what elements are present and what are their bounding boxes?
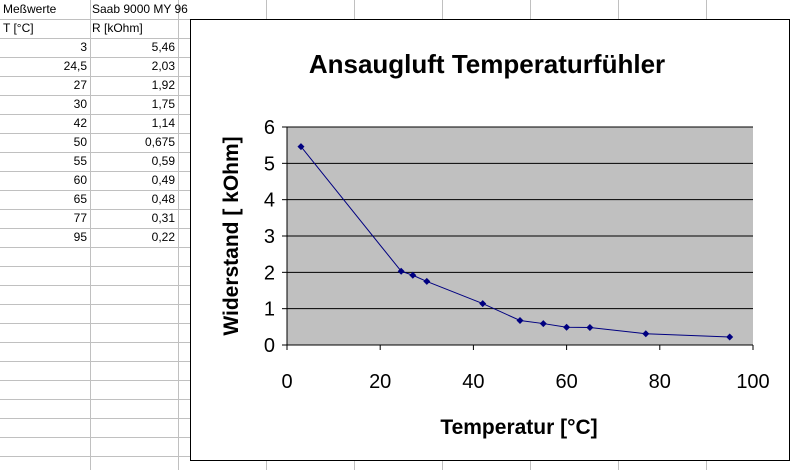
cell-temperature[interactable]: 27	[73, 78, 87, 92]
x-tick-label: 0	[281, 371, 292, 393]
y-tick-label: 6	[264, 117, 275, 139]
cell-resistance[interactable]: 1,75	[151, 97, 175, 111]
data-point-marker[interactable]	[726, 333, 734, 341]
cell-temperature[interactable]: 77	[73, 211, 87, 225]
cell-resistance[interactable]: 0,49	[151, 173, 175, 187]
cell-temperature[interactable]: 42	[73, 116, 87, 130]
y-tick-label: 3	[264, 226, 275, 248]
cell-resistance[interactable]: 0,22	[151, 230, 175, 244]
chart-title: Ansaugluft Temperaturfühler	[309, 49, 665, 79]
data-point-marker[interactable]	[539, 320, 547, 328]
data-point-marker[interactable]	[297, 143, 305, 151]
data-point-marker[interactable]	[563, 323, 571, 331]
cell-temperature[interactable]: 3	[80, 40, 87, 54]
cell-temperature[interactable]: 60	[73, 173, 87, 187]
x-tick-label: 20	[369, 371, 391, 393]
y-tick-label: 0	[264, 335, 275, 357]
x-tick-label: 80	[649, 371, 671, 393]
cell-resistance[interactable]: 0,48	[151, 192, 175, 206]
cell-col-header-resistance[interactable]: R [kOhm]	[92, 21, 143, 35]
cell-temperature[interactable]: 95	[73, 230, 87, 244]
cell-temperature[interactable]: 55	[73, 154, 87, 168]
y-tick-label: 1	[264, 299, 275, 321]
chart-area[interactable]: Ansaugluft Temperaturfühler 0 1 2 3 4 5 6 0 20 40…	[190, 19, 790, 461]
cell-resistance[interactable]: 5,46	[151, 40, 175, 54]
cell-temperature[interactable]: 50	[73, 135, 87, 149]
y-axis-label: Widerstand [ kOhm]	[220, 136, 243, 335]
cell-resistance[interactable]: 0,675	[144, 135, 175, 149]
x-tick-label: 100	[736, 371, 769, 393]
x-tick-label: 60	[555, 371, 577, 393]
cell-resistance[interactable]: 2,03	[151, 59, 175, 73]
data-point-marker[interactable]	[586, 324, 594, 332]
y-tick-label: 4	[264, 190, 275, 212]
cell-resistance[interactable]: 0,59	[151, 154, 175, 168]
y-tick-label: 2	[264, 262, 275, 284]
cell-temperature[interactable]: 65	[73, 192, 87, 206]
x-tick-label: 40	[462, 371, 484, 393]
cell-temperature[interactable]: 30	[73, 97, 87, 111]
y-tick-label: 5	[264, 153, 275, 175]
cell-resistance[interactable]: 1,14	[151, 116, 175, 130]
data-point-marker[interactable]	[423, 277, 431, 285]
cell-resistance[interactable]: 1,92	[151, 78, 175, 92]
data-point-marker[interactable]	[642, 330, 650, 338]
cell-resistance[interactable]: 0,31	[151, 211, 175, 225]
cell-temperature[interactable]: 24,5	[63, 59, 87, 73]
cell-header-messwerte[interactable]: Meßwerte	[3, 2, 57, 16]
cell-header-vehicle[interactable]: Saab 9000 MY 96	[92, 2, 188, 16]
x-axis-label: Temperatur [°C]	[440, 416, 597, 439]
data-point-marker[interactable]	[397, 267, 405, 275]
data-point-marker[interactable]	[409, 271, 417, 279]
data-point-marker[interactable]	[516, 316, 524, 324]
data-point-marker[interactable]	[479, 300, 487, 308]
cell-col-header-temperature[interactable]: T [°C]	[3, 21, 34, 35]
